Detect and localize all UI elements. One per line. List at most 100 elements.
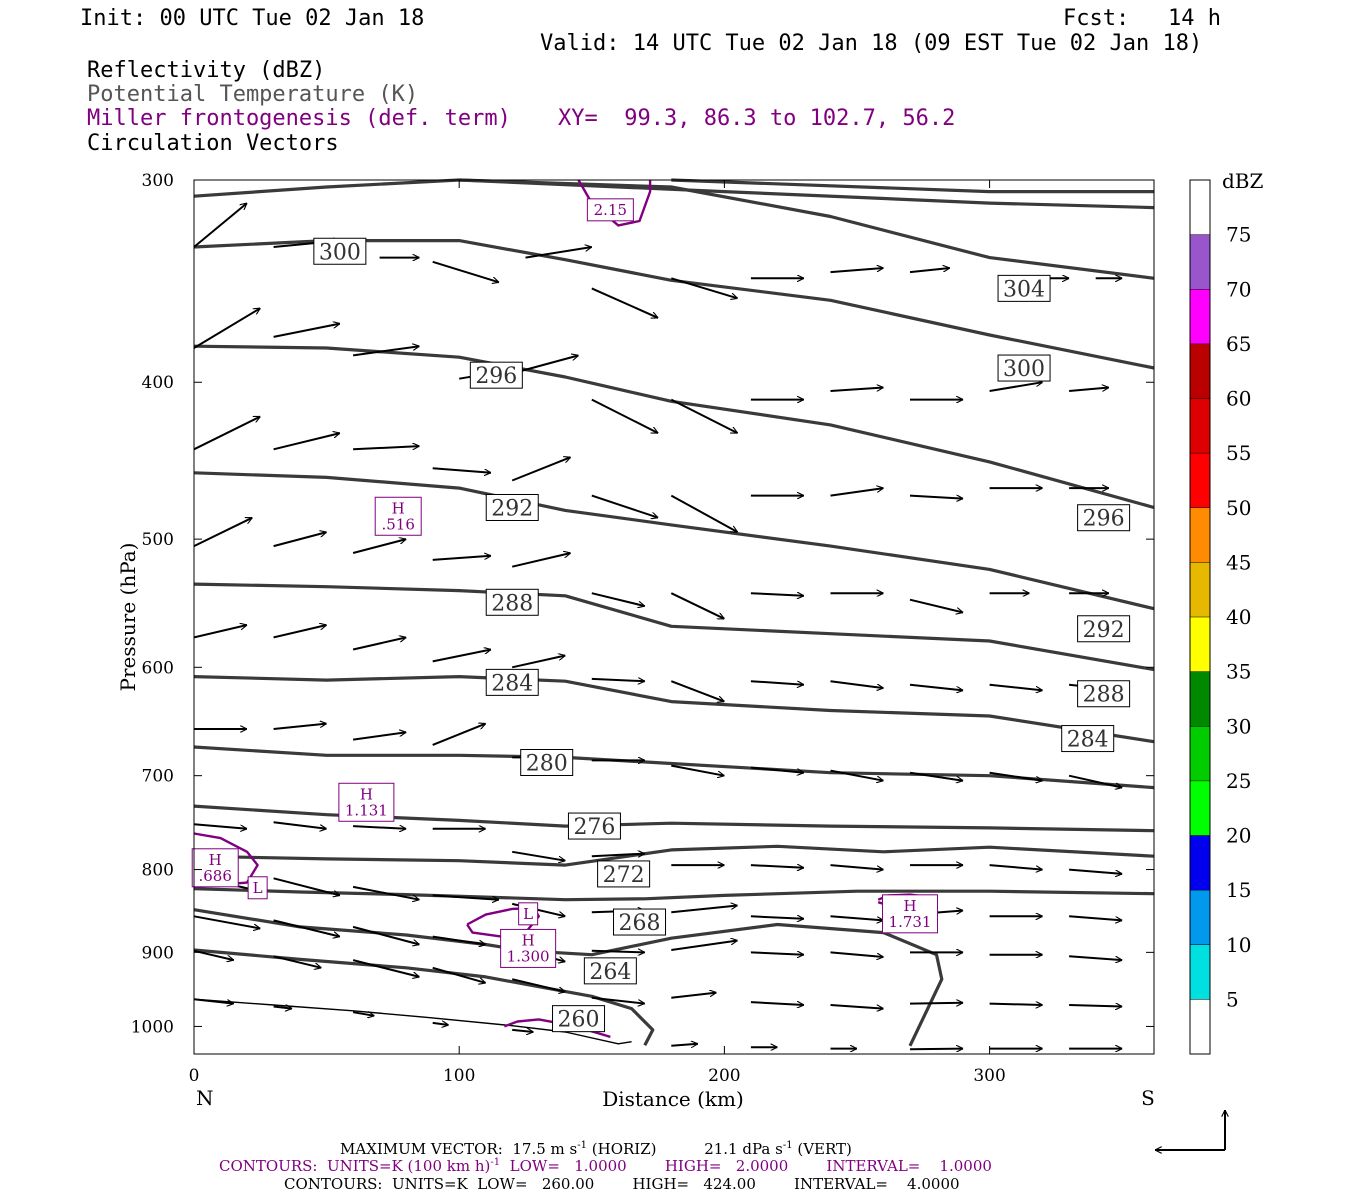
circulation-vector [750, 680, 804, 685]
circulation-vector [989, 1004, 1043, 1005]
theta-contour-label: 292 [1077, 615, 1131, 643]
circulation-vector [591, 854, 645, 857]
theta-contour-272 [193, 844, 1155, 867]
circulation-vector [670, 398, 737, 434]
colorbar-segment [1190, 671, 1210, 727]
circulation-vector [1069, 1005, 1122, 1007]
theta-contour-label: 304 [997, 274, 1051, 302]
circulation-vector [511, 656, 565, 669]
frontogenesis-contour-units: CONTOURS: UNITS=K (100 km h) [219, 1157, 491, 1175]
theta-contour-label: 296 [1077, 504, 1131, 532]
svg-text:1.731: 1.731 [889, 913, 932, 931]
colorbar-tick-label: 45 [1226, 550, 1251, 574]
frontogenesis-label: 2.15 [586, 198, 634, 222]
circulation-vector [352, 732, 406, 741]
frontogenesis-label: H1.300 [500, 928, 557, 968]
theta-contour-label: 296 [469, 361, 523, 389]
theta-contour-264 [193, 908, 944, 1047]
colorbar-segment [1190, 234, 1210, 290]
frontogenesis-contour-range: LOW= 1.0000 HIGH= 2.0000 INTERVAL= 1.000… [500, 1157, 992, 1175]
circulation-vector [989, 864, 1043, 870]
circulation-vector [591, 592, 645, 606]
frontogenesis-exponent: -1 [490, 1157, 501, 1168]
svg-text:296: 296 [475, 364, 517, 389]
theta-contour-label: 288 [1077, 680, 1131, 708]
circulation-vector [193, 415, 260, 451]
circulation-vector [830, 488, 884, 497]
circulation-vector [989, 683, 1043, 691]
circulation-vector [750, 1001, 804, 1005]
circulation-vector [273, 625, 327, 639]
circulation-vector [909, 683, 963, 691]
y-tick-label: 700 [142, 767, 174, 787]
theta-contour-label: 300 [997, 354, 1051, 382]
circulation-vector [352, 925, 419, 945]
circulation-vector [909, 1003, 963, 1004]
circulation-vector [511, 978, 565, 992]
circulation-vector [830, 864, 884, 870]
max-vector-vert: 21.1 dPa s [704, 1140, 783, 1158]
field-label-frontogenesis: Miller frontogenesis (def. term) [87, 106, 511, 131]
circulation-vector [273, 877, 340, 895]
circulation-vector [830, 769, 884, 781]
theta-contour-label: 264 [583, 957, 637, 985]
colorbar-segment [1190, 999, 1210, 1054]
circulation-vector [591, 951, 645, 953]
colorbar-segment [1190, 780, 1210, 836]
vert-suffix: (VERT) [797, 1140, 852, 1158]
colorbar-segment [1190, 617, 1210, 672]
circulation-vector [273, 433, 340, 451]
theta-contour-label: 276 [567, 812, 621, 840]
circulation-vector [671, 277, 737, 298]
theta-contour-label: 292 [485, 493, 539, 521]
field-label-potential-temperature: Potential Temperature (K) [87, 82, 419, 107]
x-end-label-south: S [1141, 1086, 1155, 1110]
colorbar-segment [1190, 507, 1210, 563]
theta-contour-288 [193, 582, 1155, 672]
circulation-vector [193, 516, 252, 547]
plot-frame [193, 179, 1155, 1055]
circulation-vector [432, 935, 486, 945]
circulation-vector [352, 885, 419, 900]
circulation-vector [511, 355, 578, 375]
theta-contour-292 [193, 471, 1155, 611]
circulation-vector [591, 679, 645, 681]
circulation-vector [432, 650, 491, 663]
max-vector-label: MAXIMUM VECTOR: [340, 1140, 503, 1158]
field-label-reflectivity: Reflectivity (dBZ) [87, 58, 326, 83]
svg-text:H: H [209, 851, 222, 869]
circulation-vector [193, 625, 247, 639]
circulation-vector [432, 556, 491, 561]
circulation-vector [830, 951, 884, 957]
circulation-vector [591, 996, 645, 1004]
y-tick-label: 300 [142, 171, 174, 191]
circulation-vector [830, 268, 884, 274]
svg-text:272: 272 [603, 863, 645, 888]
colorbar-tick-label: 50 [1226, 496, 1251, 520]
theta-contour-label: 272 [597, 860, 651, 888]
colorbar-tick-label: 60 [1226, 387, 1251, 411]
y-axis-label: Pressure (hPa) [116, 543, 140, 692]
circulation-vector [193, 998, 234, 1003]
y-tick-label: 1000 [131, 1017, 174, 1037]
colorbar-tick-label: 40 [1226, 605, 1251, 629]
circulation-vector [909, 1049, 963, 1050]
colorbar-tick-label: 5 [1226, 987, 1239, 1011]
circulation-vector [352, 539, 406, 554]
colorbar-segment [1190, 343, 1210, 399]
circulation-vector [671, 906, 737, 914]
circulation-vector [830, 680, 884, 688]
circulation-vector [432, 724, 486, 746]
circulation-vector [432, 894, 499, 899]
colorbar-tick-label: 30 [1226, 714, 1251, 738]
svg-text:260: 260 [558, 1008, 600, 1033]
circulation-vector [273, 532, 327, 548]
colorbar-segment [1190, 562, 1210, 617]
circulation-vector [432, 966, 486, 983]
colorbar-segment [1190, 289, 1210, 344]
svg-text:288: 288 [491, 591, 533, 616]
circulation-vector [273, 1007, 293, 1009]
circulation-vector [830, 1004, 884, 1009]
frontogenesis-label: H1.131 [338, 782, 395, 822]
circulation-vector [1069, 915, 1122, 920]
